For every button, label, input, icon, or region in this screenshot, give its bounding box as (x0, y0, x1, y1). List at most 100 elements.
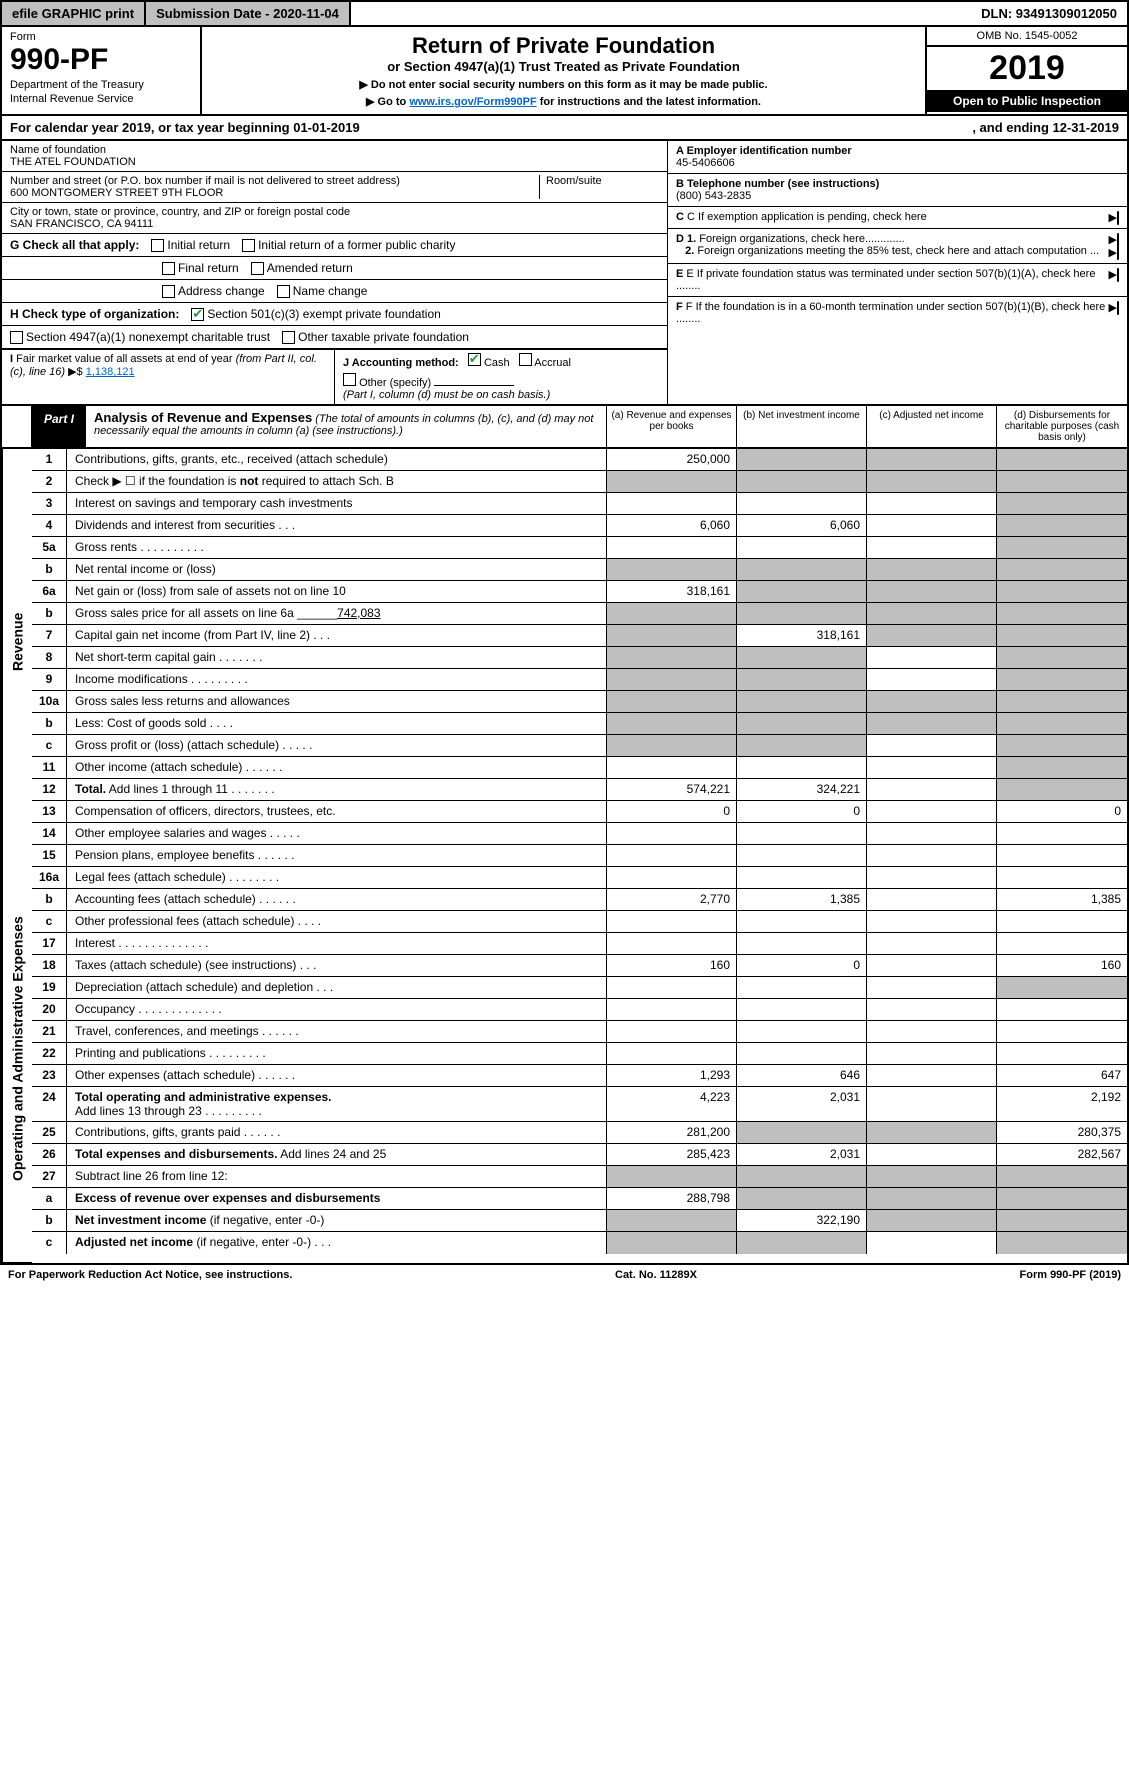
form-header: Form 990-PF Department of the Treasury I… (0, 27, 1129, 116)
col-b-value (737, 493, 867, 514)
table-row: 2 Check ▶ ☐ if the foundation is not req… (32, 471, 1127, 493)
col-b-value (737, 867, 867, 888)
col-c-value (867, 823, 997, 844)
c-checkbox[interactable] (1117, 211, 1119, 225)
line-number: b (32, 559, 67, 580)
line-desc: Printing and publications . . . . . . . … (67, 1043, 607, 1064)
line-number: 12 (32, 779, 67, 800)
col-b-value (737, 449, 867, 470)
line-number: a (32, 1188, 67, 1209)
accrual-checkbox[interactable] (519, 353, 532, 366)
col-d-value (997, 1021, 1127, 1042)
table-row: 9 Income modifications . . . . . . . . . (32, 669, 1127, 691)
col-c-value (867, 735, 997, 756)
line-desc: Net short-term capital gain . . . . . . … (67, 647, 607, 668)
final-return-checkbox[interactable] (162, 262, 175, 275)
line-desc: Less: Cost of goods sold . . . . (67, 713, 607, 734)
table-row: 12 Total. Add lines 1 through 11 . . . .… (32, 779, 1127, 801)
section-g-2: Final return Amended return (2, 257, 667, 280)
name-change-checkbox[interactable] (277, 285, 290, 298)
line-number: 14 (32, 823, 67, 844)
col-c-value (867, 801, 997, 822)
table-row: b Accounting fees (attach schedule) . . … (32, 889, 1127, 911)
submission-date: Submission Date - 2020-11-04 (146, 2, 351, 25)
col-b-value: 322,190 (737, 1210, 867, 1231)
line-desc: Accounting fees (attach schedule) . . . … (67, 889, 607, 910)
line-number: 7 (32, 625, 67, 646)
line-desc: Contributions, gifts, grants, etc., rece… (67, 449, 607, 470)
line-number: 18 (32, 955, 67, 976)
efile-button[interactable]: efile GRAPHIC print (2, 2, 146, 25)
line-number: b (32, 1210, 67, 1231)
table-row: 17 Interest . . . . . . . . . . . . . . (32, 933, 1127, 955)
e-checkbox[interactable] (1117, 268, 1119, 282)
d1-checkbox[interactable] (1117, 233, 1119, 247)
col-b-value (737, 1232, 867, 1254)
col-a-value (607, 559, 737, 580)
line-number: 5a (32, 537, 67, 558)
col-d-value (997, 537, 1127, 558)
irs-link[interactable]: www.irs.gov/Form990PF (409, 96, 536, 108)
line-desc: Other professional fees (attach schedule… (67, 911, 607, 932)
col-c-value (867, 647, 997, 668)
line-number: 15 (32, 845, 67, 866)
dept-irs: Internal Revenue Service (10, 93, 192, 105)
col-a-value: 281,200 (607, 1122, 737, 1143)
col-d-value: 1,385 (997, 889, 1127, 910)
col-b-value (737, 1043, 867, 1064)
cash-checkbox[interactable] (468, 353, 481, 366)
col-a-value (607, 867, 737, 888)
other-taxable-checkbox[interactable] (282, 331, 295, 344)
initial-return-checkbox[interactable] (151, 239, 164, 252)
4947-checkbox[interactable] (10, 331, 23, 344)
line-desc: Net rental income or (loss) (67, 559, 607, 580)
col-d-value (997, 977, 1127, 998)
col-d-value (997, 735, 1127, 756)
col-d-value (997, 625, 1127, 646)
col-b-value (737, 735, 867, 756)
col-c-value (867, 1144, 997, 1165)
fmv-link[interactable]: 1,138,121 (86, 366, 135, 378)
col-d-value (997, 845, 1127, 866)
line-desc: Legal fees (attach schedule) . . . . . .… (67, 867, 607, 888)
col-a-value (607, 471, 737, 492)
col-a-value (607, 911, 737, 932)
table-row: 3 Interest on savings and temporary cash… (32, 493, 1127, 515)
col-c-value (867, 669, 997, 690)
line-desc: Depreciation (attach schedule) and deple… (67, 977, 607, 998)
col-c-value (867, 977, 997, 998)
amended-return-checkbox[interactable] (251, 262, 264, 275)
calendar-year-row: For calendar year 2019, or tax year begi… (0, 116, 1129, 141)
col-a-value (607, 691, 737, 712)
line-desc: Occupancy . . . . . . . . . . . . . (67, 999, 607, 1020)
col-d-value (997, 999, 1127, 1020)
line-desc: Interest . . . . . . . . . . . . . . (67, 933, 607, 954)
table-row: 25 Contributions, gifts, grants paid . .… (32, 1122, 1127, 1144)
501c3-checkbox[interactable] (191, 308, 204, 321)
col-b-header: (b) Net investment income (737, 406, 867, 447)
line-desc: Other employee salaries and wages . . . … (67, 823, 607, 844)
col-c-value (867, 757, 997, 778)
line-desc: Gross sales price for all assets on line… (67, 603, 607, 624)
col-c-value (867, 999, 997, 1020)
line-desc: Net investment income (if negative, ente… (67, 1210, 607, 1231)
col-d-value (997, 647, 1127, 668)
other-method-checkbox[interactable] (343, 373, 356, 386)
col-b-value (737, 559, 867, 580)
table-row: 14 Other employee salaries and wages . .… (32, 823, 1127, 845)
col-b-value: 0 (737, 801, 867, 822)
line-desc: Gross rents . . . . . . . . . . (67, 537, 607, 558)
col-c-value (867, 779, 997, 800)
col-b-value (737, 1122, 867, 1143)
f-checkbox[interactable] (1117, 301, 1119, 315)
address-change-checkbox[interactable] (162, 285, 175, 298)
section-c: C C If exemption application is pending,… (668, 207, 1127, 229)
col-b-value: 324,221 (737, 779, 867, 800)
col-b-value (737, 757, 867, 778)
col-a-value (607, 977, 737, 998)
col-c-value (867, 1166, 997, 1187)
top-bar: efile GRAPHIC print Submission Date - 20… (0, 0, 1129, 27)
address-cell: Number and street (or P.O. box number if… (2, 172, 667, 203)
d2-checkbox[interactable] (1117, 246, 1119, 260)
initial-public-checkbox[interactable] (242, 239, 255, 252)
